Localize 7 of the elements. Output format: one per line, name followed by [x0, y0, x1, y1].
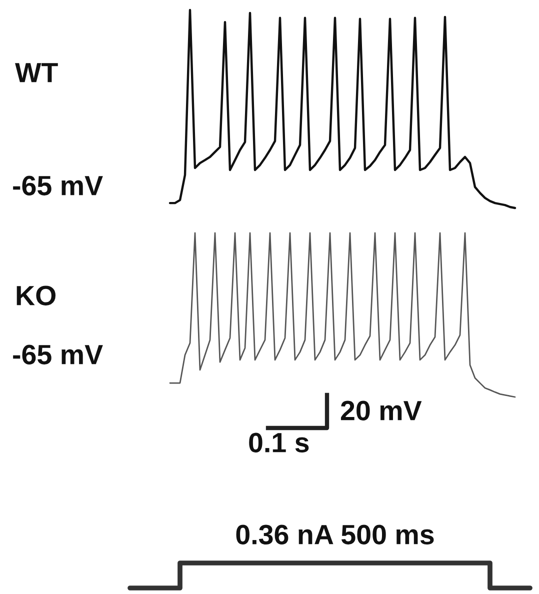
chart-title: 0.36 nA 500 ms	[236, 524, 434, 544]
text: WT	[15, 63, 58, 82]
text: KO	[16, 286, 56, 306]
text: -65 mV	[13, 176, 103, 196]
text: 20 mV	[340, 400, 422, 420]
text: 0.1 s	[249, 432, 309, 452]
text: -65 mV	[13, 344, 103, 364]
